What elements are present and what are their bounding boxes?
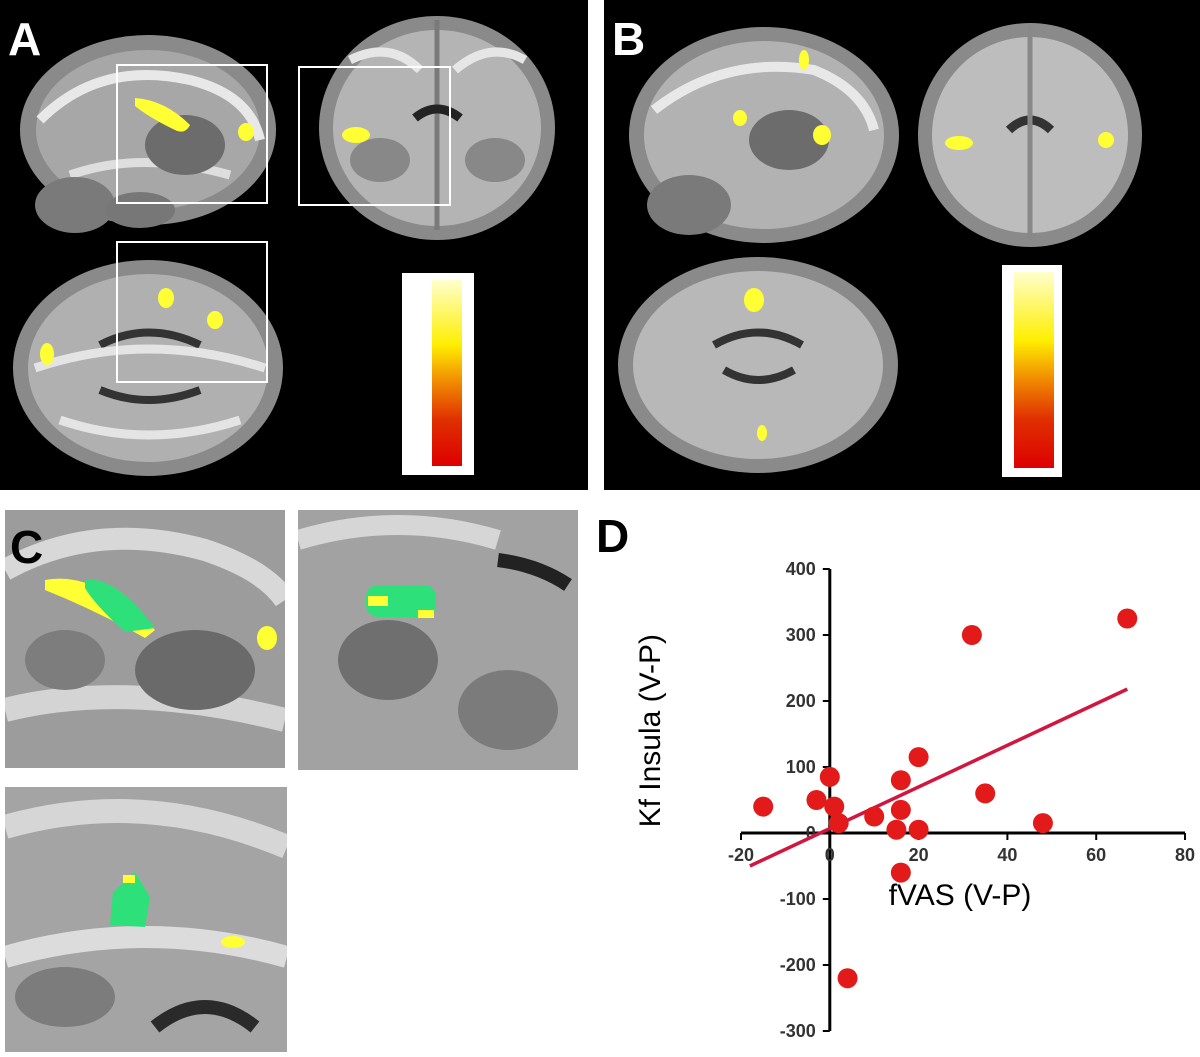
data-point <box>890 799 911 820</box>
data-point <box>824 796 845 817</box>
activation-spot <box>207 311 223 329</box>
panel-b-brain-slices <box>618 23 1142 477</box>
panel-a-brain-slices <box>13 16 555 476</box>
data-point <box>961 625 982 645</box>
activation-spot <box>945 136 973 150</box>
data-point <box>890 862 911 883</box>
activation-insula-sagittal <box>135 98 190 132</box>
x-tick-label: 40 <box>997 845 1017 865</box>
y-tick-label: -300 <box>780 1021 816 1041</box>
activation-spot <box>744 288 764 312</box>
activation-overlap <box>366 585 436 617</box>
y-tick-label: 400 <box>786 559 816 579</box>
y-tick-label: 0 <box>806 823 816 843</box>
activation-overlap <box>85 579 155 632</box>
roi-box <box>116 64 268 204</box>
panel-b-label: B <box>612 13 646 65</box>
y-tick-label: 300 <box>786 625 816 645</box>
activation-spot <box>1098 132 1114 148</box>
data-point <box>819 766 840 787</box>
panel-a <box>0 0 588 490</box>
trendline <box>749 687 1129 868</box>
activation-spot <box>757 425 767 441</box>
activation-spot <box>799 50 809 70</box>
panel-c-coronal-zoom <box>298 510 578 770</box>
x-axis-label: fVAS (V-P) <box>889 879 1032 912</box>
y-axis-label: Kf Insula (V-P) <box>634 634 667 827</box>
y-tick-label: -200 <box>780 955 816 975</box>
axial-slice-b <box>618 257 898 473</box>
y-tick-label: 100 <box>786 757 816 777</box>
roi-box <box>298 66 451 206</box>
roi-box <box>116 241 268 383</box>
data-point <box>806 790 827 810</box>
coronal-slice-b <box>918 23 1142 247</box>
activation-spot <box>813 125 831 145</box>
data-point <box>890 770 911 791</box>
panel-c-axial-zoom <box>5 787 287 1052</box>
axial-slice-a <box>13 241 283 476</box>
scatter-chart: -20 0 20 40 60 80 -300 -200 -100 0 100 200 300 400 fVA… <box>588 505 1200 1052</box>
panel-d-label: D <box>596 510 630 562</box>
x-tick-label: 60 <box>1086 845 1106 865</box>
y-tick-label: -100 <box>780 889 816 909</box>
sagittal-slice-b <box>629 27 899 243</box>
sagittal-slice-a <box>20 35 276 233</box>
data-point <box>837 968 858 989</box>
activation-spot <box>733 110 747 126</box>
activation-insula-coronal <box>342 127 370 143</box>
data-point <box>1117 608 1138 629</box>
data-point <box>1032 813 1053 834</box>
panel-b <box>604 0 1200 490</box>
activation-overlap <box>110 872 150 927</box>
scatter-chart-svg: -20 0 20 40 60 80-300-200-1000100200300400fVA… <box>634 559 1195 1041</box>
data-point <box>753 796 774 817</box>
x-tick-label: 20 <box>909 845 929 865</box>
activation-spot <box>238 123 254 141</box>
x-tick-label: -20 <box>728 845 754 865</box>
panel-c-sagittal-zoom <box>5 510 285 768</box>
activation-spot <box>158 288 174 308</box>
data-point <box>975 783 996 804</box>
data-point <box>886 819 907 840</box>
panel-a-label: A <box>8 13 42 65</box>
data-point <box>908 747 929 768</box>
panel-c-sagittal-image <box>5 510 285 768</box>
panel-c-axial-image <box>5 787 287 1052</box>
colorbar <box>1014 272 1054 468</box>
y-tick-label: 200 <box>786 691 816 711</box>
activation-spot <box>40 343 54 365</box>
data-point <box>908 819 929 840</box>
x-tick-label: 0 <box>825 845 835 865</box>
x-tick-label: 80 <box>1175 845 1195 865</box>
data-point <box>864 806 885 827</box>
colorbar <box>432 280 462 466</box>
data-point <box>828 813 849 834</box>
panel-c-coronal-image <box>298 510 578 770</box>
coronal-slice-a <box>298 16 555 240</box>
panel-c-label: C <box>10 521 44 573</box>
